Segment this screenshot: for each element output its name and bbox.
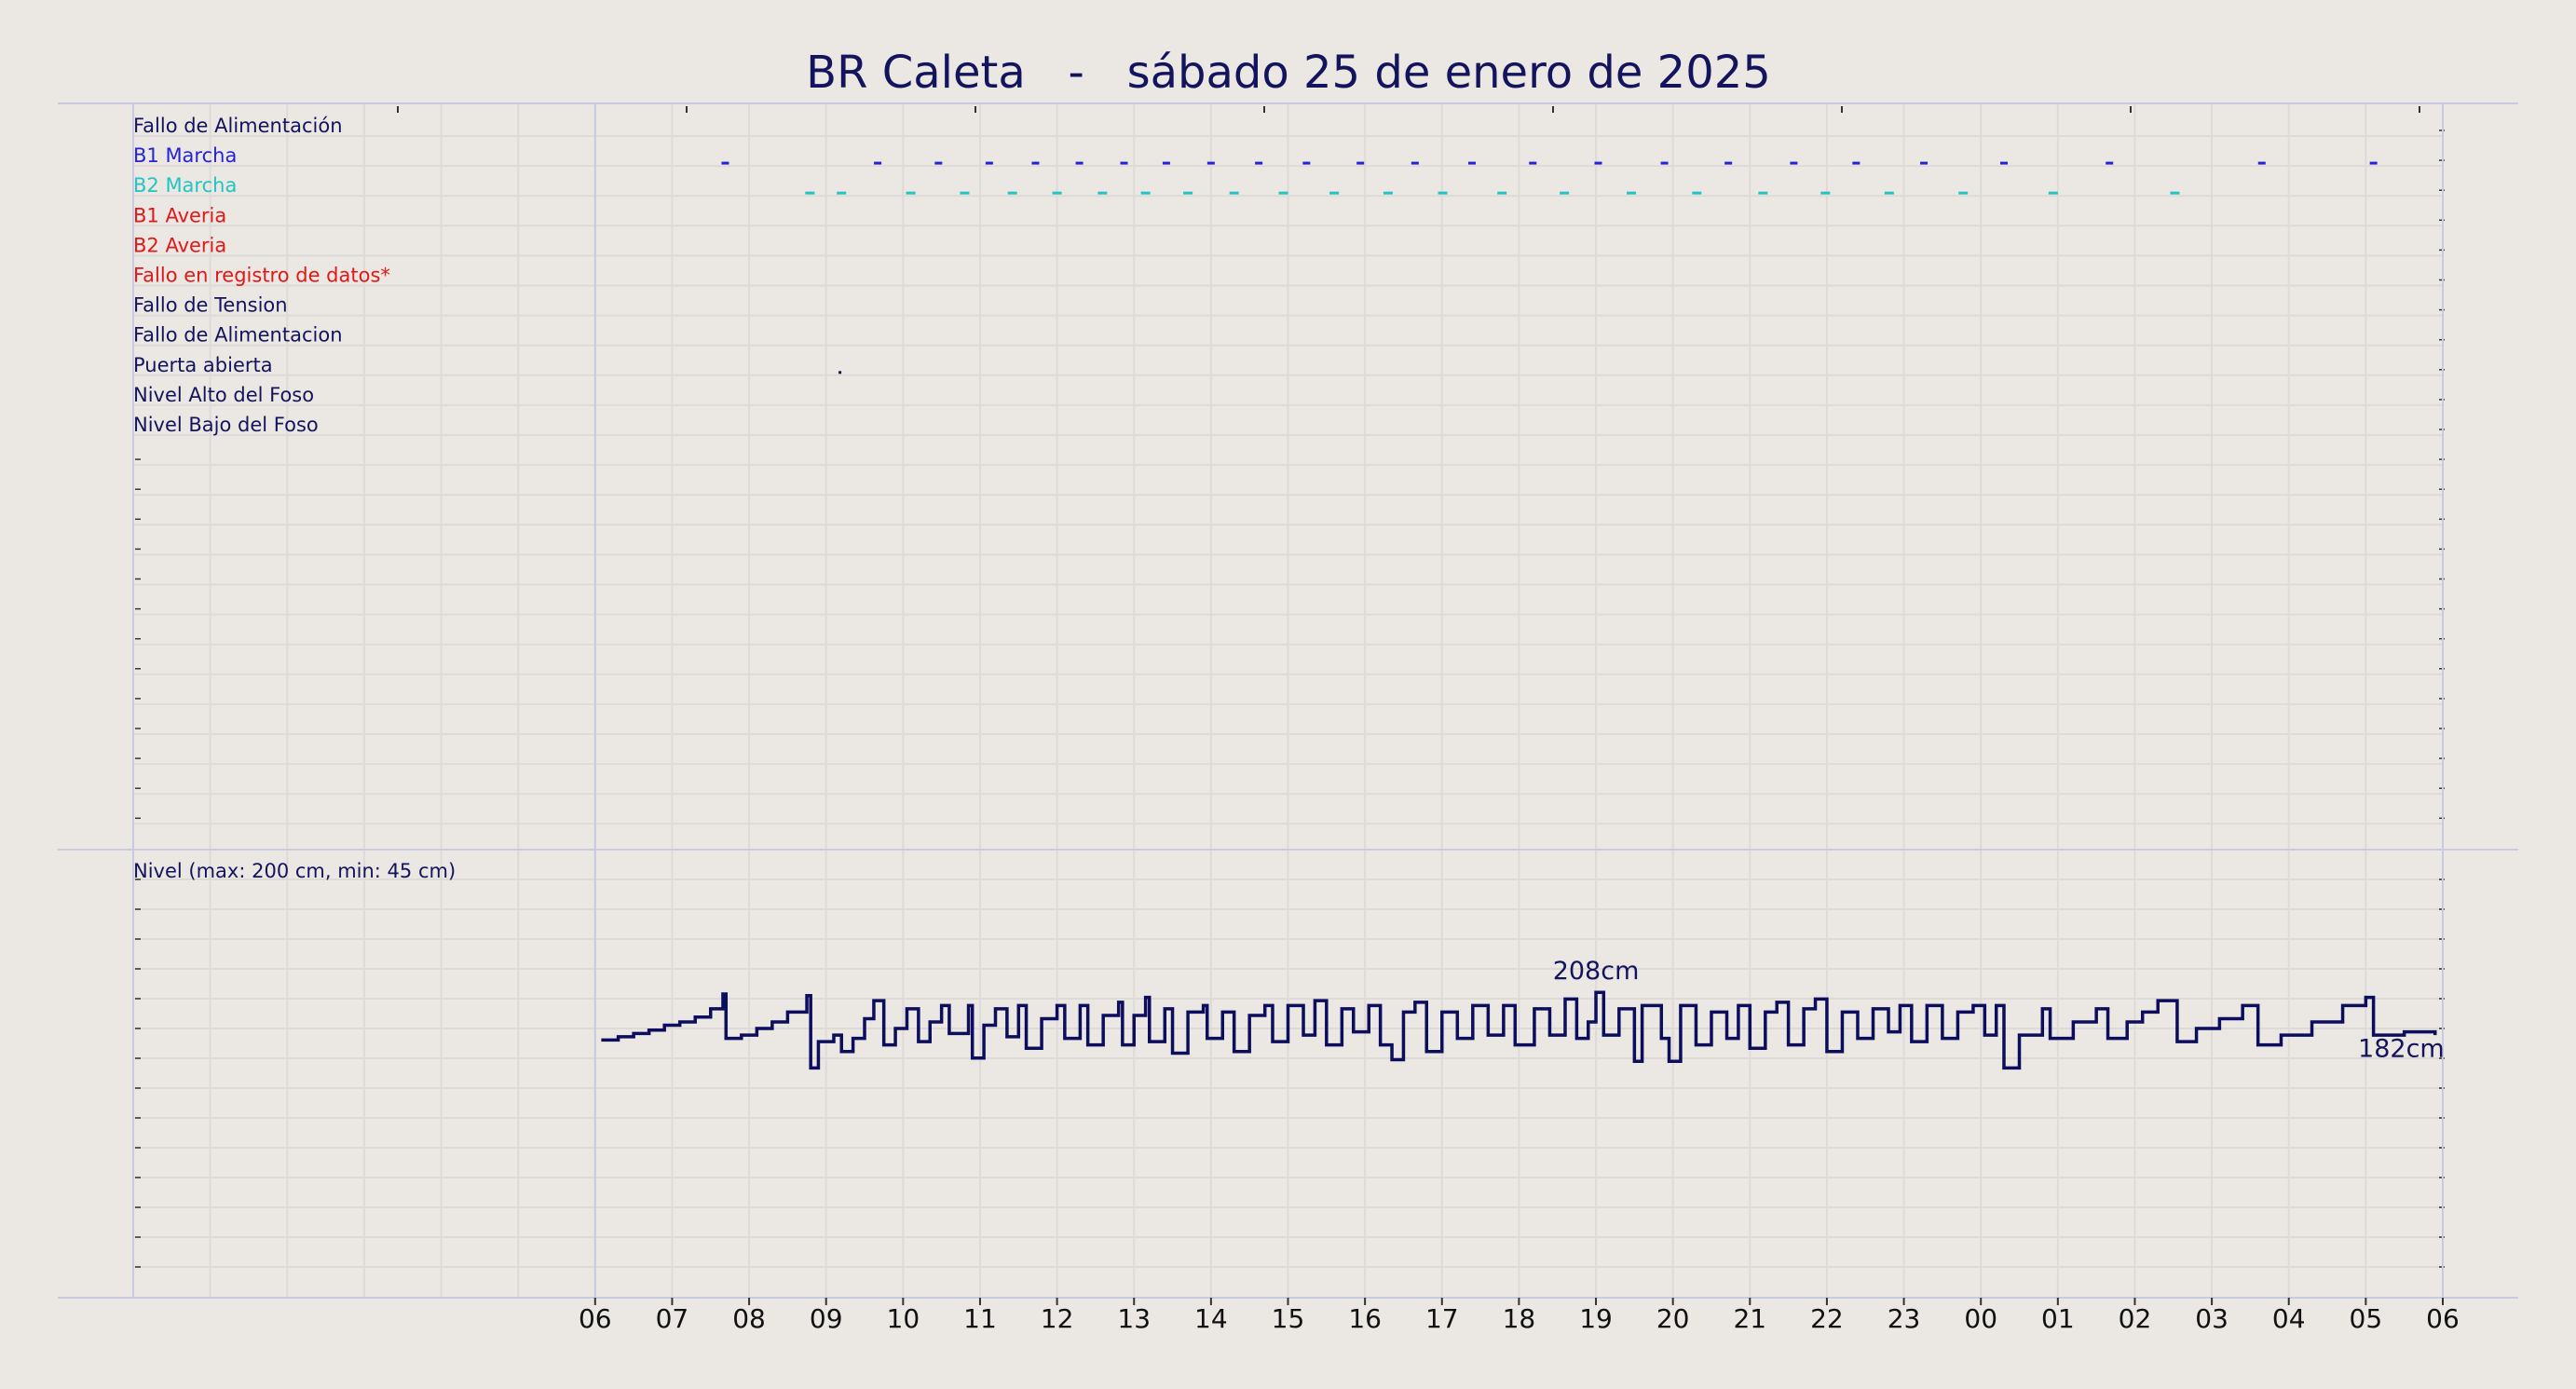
x-tick-label: 14 (1194, 1303, 1228, 1334)
x-tick-label: 06 (579, 1303, 612, 1334)
x-tick-label: 03 (2195, 1303, 2228, 1334)
x-tick-label: 21 (1733, 1303, 1766, 1334)
x-tick-label: 18 (1503, 1303, 1536, 1334)
row-label: Puerta abierta (133, 354, 273, 376)
annotation: 182cm (2358, 1035, 2445, 1064)
chart-title: BR Caleta - sábado 25 de enero de 2025 (806, 47, 1771, 99)
x-tick-label: 07 (656, 1303, 689, 1334)
row-label: Nivel Alto del Foso (133, 384, 314, 406)
x-tick-label: 09 (810, 1303, 843, 1334)
level-line (601, 990, 2437, 1070)
x-tick-label: 05 (2350, 1303, 2383, 1334)
x-tick-label: 15 (1272, 1303, 1305, 1334)
x-tick-label: 11 (963, 1303, 997, 1334)
x-tick-label: 13 (1117, 1303, 1151, 1334)
x-tick-label: 02 (2119, 1303, 2152, 1334)
row-label: Fallo de Tension (133, 294, 288, 317)
row-label: B2 Averia (133, 234, 226, 256)
x-tick-label: 00 (1964, 1303, 1997, 1334)
row-label: Fallo de Alimentacion (133, 324, 343, 347)
row-label: B1 Marcha (133, 144, 237, 167)
x-tick-label: 17 (1425, 1303, 1459, 1334)
x-tick-label: 16 (1348, 1303, 1382, 1334)
row-label: B1 Averia (133, 204, 226, 226)
x-tick-label: 12 (1041, 1303, 1074, 1334)
row-label: Fallo en registro de datos* (133, 265, 390, 287)
row-label: Nivel Bajo del Foso (133, 414, 319, 436)
x-tick-label: 01 (2041, 1303, 2075, 1334)
panel-label: Nivel (max: 200 cm, min: 45 cm) (133, 860, 456, 882)
row-label: Fallo de Alimentación (133, 115, 343, 137)
x-tick-label: 22 (1810, 1303, 1844, 1334)
annotation: 208cm (1553, 957, 1640, 986)
x-tick-label: 04 (2272, 1303, 2306, 1334)
x-tick-label: 23 (1888, 1303, 1921, 1334)
x-tick-label: 10 (887, 1303, 920, 1334)
x-tick-label: 06 (2426, 1303, 2460, 1334)
row-label: B2 Marcha (133, 174, 237, 197)
x-tick-label: 20 (1656, 1303, 1690, 1334)
x-tick-label: 19 (1579, 1303, 1613, 1334)
x-tick-label: 08 (732, 1303, 766, 1334)
